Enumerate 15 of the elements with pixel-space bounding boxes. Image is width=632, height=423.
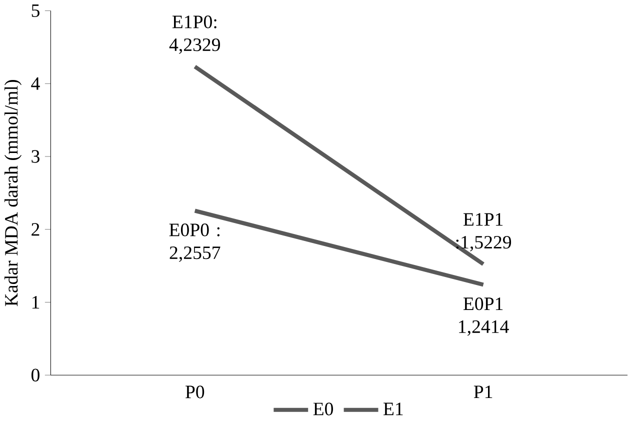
annotation: E1P0: 4,2329 (169, 16, 220, 54)
annotation: E0P0 : 2,2557 (169, 224, 220, 262)
y-tick-label: 4 (31, 78, 40, 90)
x-tick-label: P0 (186, 386, 204, 399)
legend-label: E1 (383, 402, 403, 416)
y-tick-label: 3 (32, 150, 40, 164)
annotation: E0P1 1,2414 (459, 298, 509, 336)
y-tick-label: 0 (31, 368, 40, 382)
y-tick-label: 5 (32, 4, 40, 18)
y-tick-label: 2 (32, 223, 40, 236)
y-axis-title: Kadar MDA darah (mmol/ml) (4, 80, 22, 306)
annotation: E1P1 :1,5229 (456, 213, 512, 252)
y-tick-label: 1 (32, 296, 40, 309)
legend-label: E0 (313, 402, 333, 416)
x-tick-label: P1 (474, 386, 492, 398)
